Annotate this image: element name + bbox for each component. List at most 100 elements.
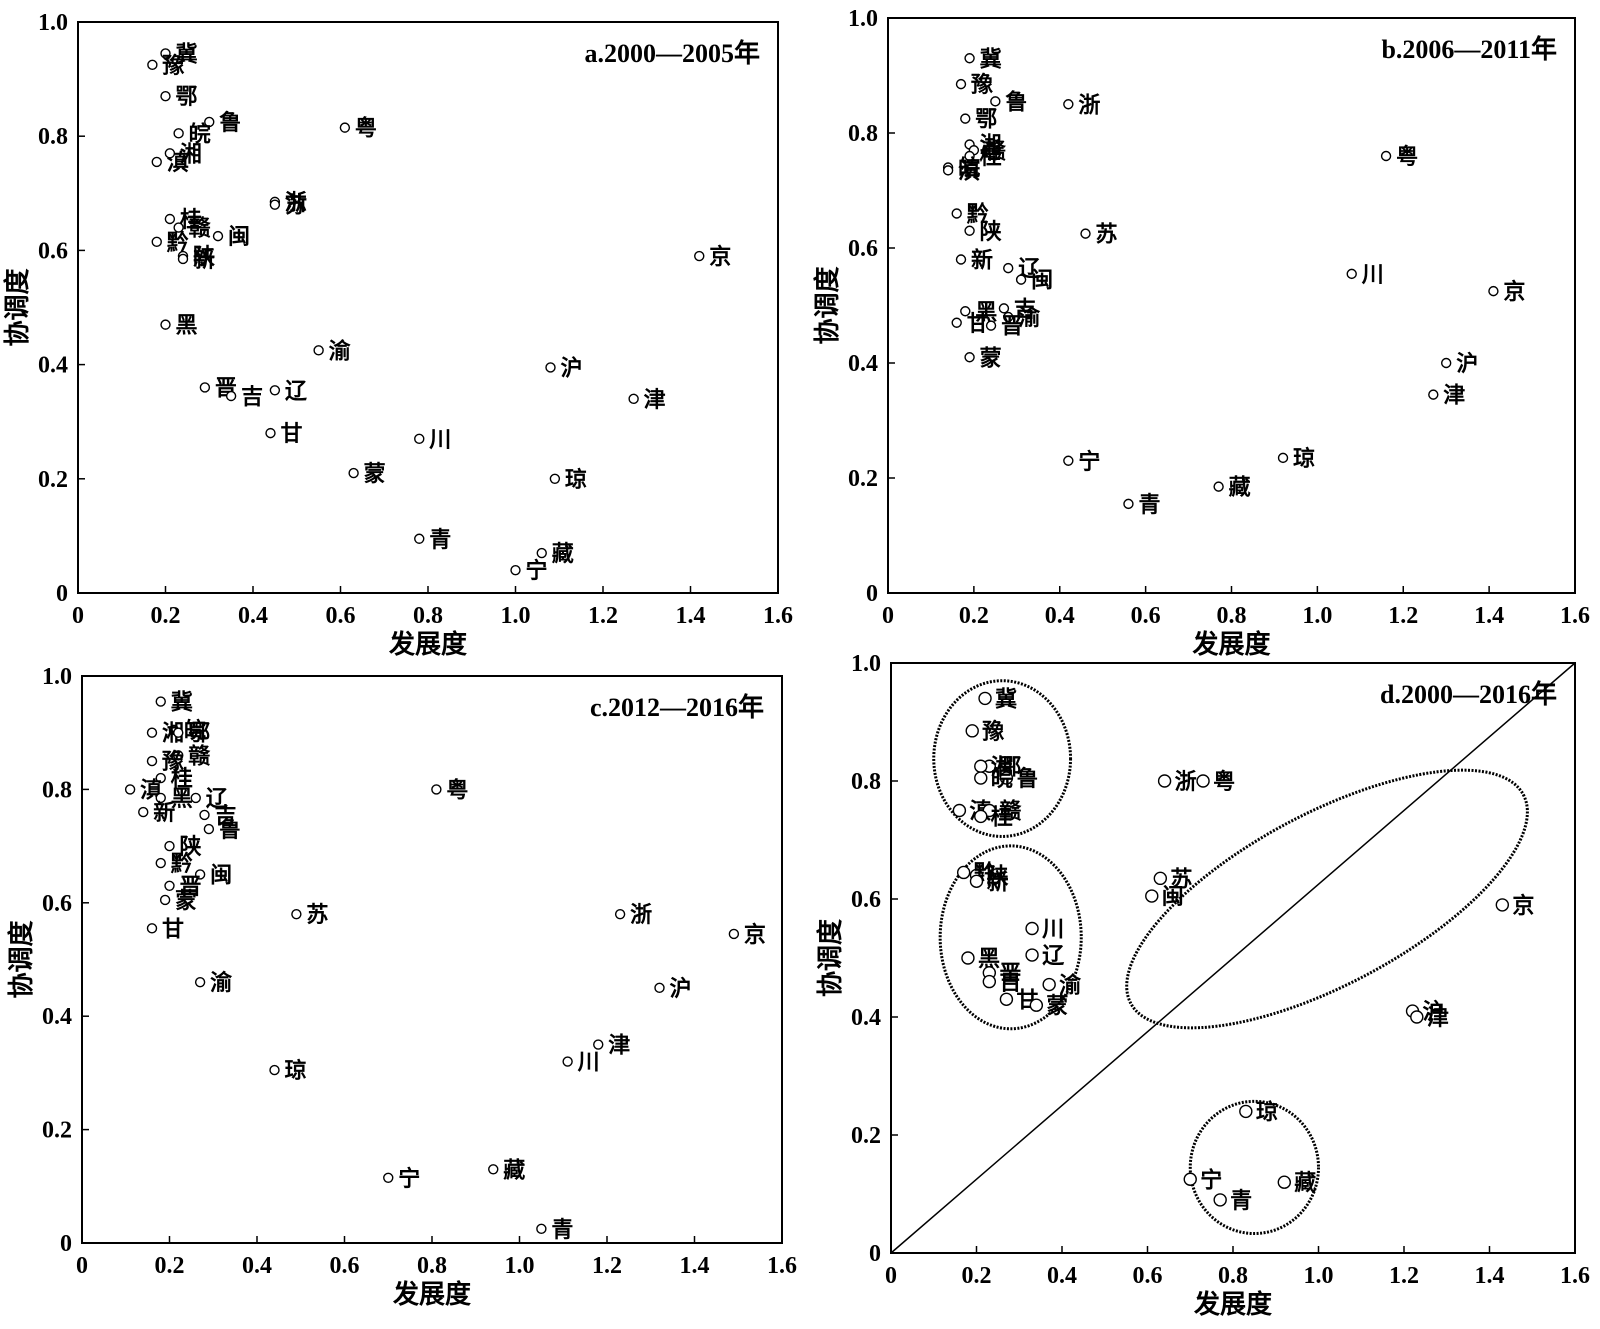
data-point — [628, 393, 639, 405]
point-label: 藏 — [503, 1158, 525, 1183]
data-point — [614, 908, 626, 920]
point-label: 藏 — [1229, 476, 1251, 501]
point-label: 津 — [608, 1033, 630, 1059]
data-point — [212, 230, 224, 242]
data-point — [348, 467, 359, 479]
data-point — [1063, 455, 1074, 466]
data-point — [1213, 1193, 1227, 1207]
data-point — [269, 199, 281, 210]
data-point — [1157, 774, 1172, 788]
x-tick-label: 1.6 — [763, 603, 793, 629]
data-point — [164, 880, 175, 891]
data-point — [265, 427, 276, 439]
point-label: 皖 — [184, 718, 206, 744]
data-point — [414, 433, 425, 445]
x-tick-label: 1.2 — [588, 603, 618, 629]
point-label: 吉 — [999, 970, 1021, 996]
y-tick-label: 1.0 — [848, 6, 878, 32]
data-point — [225, 390, 237, 402]
data-point — [1145, 889, 1159, 903]
point-label: 吉 — [1014, 296, 1036, 322]
point-label: 新 — [153, 800, 175, 826]
data-point — [155, 772, 166, 784]
point-label: 新 — [971, 248, 993, 274]
x-tick-label: 0 — [72, 603, 84, 629]
point-label: 粤 — [446, 777, 468, 803]
data-point — [488, 1164, 499, 1175]
data-point — [1153, 871, 1168, 886]
point-label: 闽 — [210, 863, 232, 888]
data-point — [955, 78, 967, 90]
y-tick-label: 0.6 — [848, 236, 878, 262]
panel-c: 0 0.2 0.4 0.6 0.8 1.0 1.2 1.4 1.6 0 0.2 0.4 0.6 0.8 1.… — [6, 664, 797, 1310]
x-tick-label: 0.4 — [1047, 1263, 1077, 1289]
data-point — [960, 306, 971, 317]
point-label: 鄂 — [975, 108, 997, 133]
point-label: 琼 — [565, 467, 587, 493]
point-label: 沪 — [670, 976, 692, 1002]
data-point — [1003, 311, 1014, 323]
cluster-ellipse — [1188, 1099, 1320, 1236]
point-label: 鲁 — [218, 110, 241, 136]
point-label: 粤 — [1213, 769, 1235, 795]
data-point — [199, 809, 210, 821]
data-point — [1196, 774, 1210, 788]
data-point — [173, 222, 184, 233]
x-tick-label: 0.8 — [1217, 603, 1247, 629]
y-axis-label: 协调度 — [815, 919, 846, 997]
x-tick-label: 1.4 — [1475, 1263, 1505, 1289]
data-point — [969, 874, 984, 888]
y-axis-label: 协调度 — [812, 266, 843, 344]
data-point — [431, 784, 442, 795]
point-label: 琼 — [1293, 446, 1315, 472]
point-label: 渝 — [210, 970, 233, 996]
x-tick-label: 0.8 — [1218, 1263, 1248, 1289]
data-point — [164, 148, 176, 159]
y-tick-label: 0.2 — [38, 467, 68, 493]
y-tick-label: 1.0 — [851, 651, 881, 677]
data-point — [1495, 898, 1510, 912]
x-tick-label: 0 — [885, 1263, 897, 1289]
point-label: 闽 — [1162, 885, 1184, 910]
data-point — [1428, 389, 1439, 400]
data-point — [965, 724, 979, 738]
data-point — [728, 928, 740, 940]
data-point — [1123, 498, 1134, 510]
point-label: 蒙 — [1046, 994, 1068, 1019]
x-tick-label: 1.2 — [592, 1253, 622, 1279]
x-tick-label: 1.4 — [680, 1253, 710, 1279]
data-point — [1213, 481, 1224, 492]
point-label: 皖 — [991, 766, 1013, 792]
data-point — [951, 208, 962, 219]
point-label: 晋 — [999, 962, 1021, 987]
data-point — [199, 382, 211, 393]
y-tick-label: 0 — [869, 1241, 881, 1267]
y-tick-label: 0.2 — [851, 1123, 881, 1149]
point-label: 川 — [1041, 918, 1064, 943]
data-point — [974, 809, 988, 824]
point-label: 黑 — [171, 787, 193, 812]
x-tick-label: 1.0 — [505, 1253, 535, 1279]
x-tick-label: 1.2 — [1389, 1263, 1419, 1289]
point-label: 冀 — [176, 42, 198, 67]
x-tick-label: 0.2 — [155, 1253, 185, 1279]
y-tick-label: 1.0 — [42, 664, 72, 690]
y-tick-label: 0.6 — [42, 891, 72, 917]
data-point — [164, 213, 176, 225]
data-point — [190, 792, 201, 804]
data-point — [951, 317, 962, 328]
data-point — [1025, 948, 1039, 962]
x-tick-label: 0.4 — [238, 603, 268, 629]
x-axis-label: 发展度 — [392, 1279, 471, 1310]
data-point — [1015, 274, 1027, 285]
reference-line — [890, 662, 1576, 1254]
point-label: 桂 — [171, 766, 193, 792]
data-point — [173, 727, 184, 738]
point-label: 新 — [193, 247, 215, 273]
x-tick-label: 0.4 — [1045, 603, 1075, 629]
point-label: 沪 — [1423, 999, 1445, 1025]
data-point — [960, 113, 971, 124]
data-point — [942, 165, 954, 176]
point-label: 黑 — [978, 947, 1000, 972]
point-label: 皖 — [189, 121, 211, 147]
